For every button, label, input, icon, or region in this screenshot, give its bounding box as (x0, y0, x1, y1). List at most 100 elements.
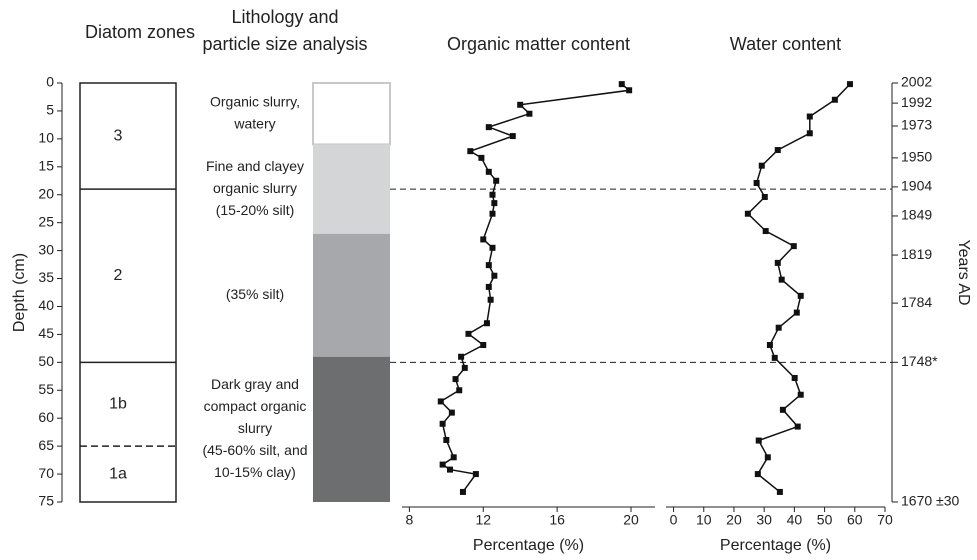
y-tick-label: 70 (38, 465, 54, 481)
water-point (779, 406, 786, 413)
water-point (766, 342, 773, 349)
x-tick-label: 40 (787, 512, 803, 528)
zones-box (79, 82, 177, 503)
organic-point (483, 320, 490, 327)
water-point (806, 113, 813, 120)
y-tick-label: 60 (38, 409, 54, 425)
x-tick-label: 16 (549, 512, 565, 528)
organic-point (485, 124, 492, 131)
organic-point (467, 148, 474, 155)
organic-point (452, 376, 459, 383)
organic-point (450, 454, 457, 461)
lithology-layer (313, 144, 390, 234)
water-point (793, 309, 800, 316)
year-tick-label: 2002 (901, 74, 932, 90)
y-tick-label: 50 (38, 353, 54, 369)
lithology-label: Fine and clayey (206, 158, 304, 174)
organic-point (478, 154, 485, 161)
year-tick-label: 1819 (901, 246, 932, 262)
y-tick-label: 10 (38, 130, 54, 146)
water-point (797, 292, 804, 299)
y-tick-label: 40 (38, 297, 54, 313)
y-tick-label: 75 (38, 493, 54, 509)
x-tick-label: 50 (817, 512, 833, 528)
y-tick-label: 20 (38, 185, 54, 201)
organic-point (489, 191, 496, 198)
organic-title: Organic matter content (447, 34, 630, 54)
organic-point (437, 398, 444, 405)
water-point (790, 243, 797, 250)
lithology-label: Organic slurry, (210, 93, 300, 109)
organic-point (618, 81, 625, 88)
x-tick-label: 20 (623, 512, 639, 528)
lithology-layer (313, 356, 390, 502)
y-tick-label: 35 (38, 269, 54, 285)
lithology-label: watery (233, 115, 275, 131)
organic-point (480, 236, 487, 243)
water-point (744, 210, 751, 217)
year-tick-label: 1904 (901, 178, 932, 194)
organic-point (509, 133, 516, 140)
lithology-label: (45-60% silt, and (202, 442, 307, 458)
lithology-label: Dark gray and (211, 376, 299, 392)
organic-point (459, 488, 466, 495)
organic-point (461, 364, 468, 371)
year-tick-label: 1748* (901, 353, 938, 369)
lithology-label: compact organic (204, 398, 307, 414)
water-point (753, 180, 760, 187)
y-tick-label: 30 (38, 241, 54, 257)
x-tick-label: 10 (696, 512, 712, 528)
lithology-label: 10-15% clay) (214, 464, 296, 480)
x-tick-label: 20 (726, 512, 742, 528)
organic-point (480, 342, 487, 349)
water-point (761, 193, 768, 200)
organic-point (443, 436, 450, 443)
y-tick-label: 55 (38, 381, 54, 397)
organic-point (439, 461, 446, 468)
water-point (778, 276, 785, 283)
lithology-layer (313, 233, 390, 357)
water-title: Water content (730, 34, 841, 54)
year-tick-label: 1992 (901, 94, 932, 110)
organic-point (489, 210, 496, 217)
water-point (846, 81, 853, 88)
water-point (764, 454, 771, 461)
organic-point (447, 466, 454, 473)
organic-line (439, 83, 631, 493)
x-tick-label: 60 (847, 512, 863, 528)
organic-point (517, 101, 524, 108)
year-tick-label: 1784 (901, 294, 932, 310)
water-point (758, 162, 765, 169)
x-tick-label: 0 (670, 512, 678, 528)
organic-point (472, 471, 479, 478)
organic-point (487, 296, 494, 303)
organic-point (526, 110, 533, 117)
year-tick-label: 1670 ±30 (901, 493, 960, 509)
y-tick-label: 15 (38, 158, 54, 174)
y-tick-label: 65 (38, 437, 54, 453)
y-tick-label: 0 (46, 74, 54, 90)
organic-point (489, 244, 496, 251)
lithology-layer (312, 82, 391, 146)
organic-point (458, 353, 465, 360)
organic-point (485, 168, 492, 175)
year-tick-label: 1950 (901, 149, 932, 165)
y-tick-label: 5 (46, 102, 54, 118)
x-tick-label: 70 (877, 512, 893, 528)
water-point (775, 324, 782, 331)
zones-title: Diatom zones (85, 22, 195, 42)
water-line (746, 83, 851, 493)
zone-label: 2 (114, 267, 123, 284)
water-point (755, 437, 762, 444)
zone-label: 3 (114, 127, 123, 144)
lithology-title: particle size analysis (202, 34, 367, 54)
lithology-label: organic slurry (213, 180, 297, 196)
organic-point (485, 262, 492, 269)
lithology-label: (35% silt) (226, 286, 284, 302)
water-point (771, 354, 778, 361)
depth-label: Depth (cm) (11, 253, 28, 332)
organic-point (465, 330, 472, 337)
zone-label: 1b (109, 395, 127, 412)
x-tick-label: 12 (475, 512, 491, 528)
